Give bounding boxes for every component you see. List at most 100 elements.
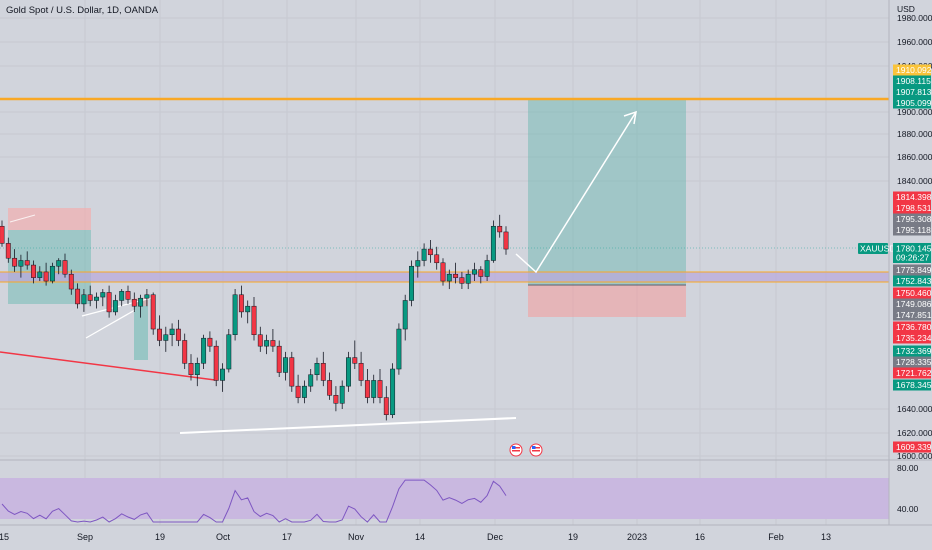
- candle: [62, 253, 68, 278]
- candle: [503, 226, 509, 255]
- price-tag: 1609.339: [893, 441, 932, 453]
- price-tag: 1795.308: [893, 213, 932, 225]
- candle: [56, 258, 62, 275]
- candle: [270, 329, 276, 352]
- time-axis-label: 2023: [627, 532, 647, 542]
- current-price-label: 1780.145: [896, 244, 932, 254]
- price-tag: 1795.118: [893, 224, 931, 236]
- rsi-tick-label: 80.00: [897, 463, 919, 473]
- candle: [157, 315, 162, 347]
- gridlines: [0, 0, 889, 525]
- candle: [301, 380, 307, 404]
- time-axis-label: Oct: [216, 532, 231, 542]
- candle: [194, 357, 200, 387]
- candle: [188, 354, 194, 381]
- candle: [169, 323, 175, 347]
- price-tick-label: 1840.000: [897, 176, 932, 186]
- candle: [333, 386, 339, 412]
- price-tag: 1814.398: [893, 191, 932, 203]
- candle: [415, 251, 421, 278]
- price-axis-currency: USD: [897, 4, 915, 14]
- candle: [207, 331, 213, 352]
- candlestick-series: [0, 214, 509, 421]
- flag-small-line[interactable]: [9, 214, 36, 223]
- price-tick-label: 1600.000: [897, 451, 932, 461]
- candle: [131, 292, 137, 312]
- position-box-small[interactable]: [134, 300, 148, 360]
- position-box-loss[interactable]: [8, 208, 91, 230]
- candle: [421, 243, 427, 267]
- price-tag-label: 1728.335: [896, 357, 932, 367]
- candle: [289, 351, 295, 392]
- candle: [100, 289, 106, 307]
- candle: [446, 269, 452, 290]
- time-axis-label: 16: [695, 532, 705, 542]
- candle: [119, 289, 125, 307]
- main-pane[interactable]: [0, 0, 889, 458]
- long-position-profit-zone[interactable]: [528, 100, 686, 285]
- candle: [125, 285, 131, 304]
- time-axis-label: 19: [155, 532, 165, 542]
- candle: [18, 254, 24, 278]
- candle: [138, 294, 144, 318]
- price-tag: 1798.531: [893, 202, 932, 214]
- price-tag: 1732.369: [893, 345, 932, 357]
- price-tick-label: 1960.000: [897, 37, 932, 47]
- candle: [220, 363, 225, 392]
- candle: [251, 297, 257, 341]
- time-axis-label: 17: [282, 532, 292, 542]
- flag-lower-line[interactable]: [85, 309, 136, 339]
- time-axis-label: 13: [821, 532, 831, 542]
- candle: [163, 326, 169, 352]
- candle: [478, 266, 484, 284]
- price-tick-label: 1620.000: [897, 428, 932, 438]
- candle: [327, 372, 333, 400]
- price-tag: 1910.092: [893, 64, 932, 76]
- candle: [201, 334, 207, 370]
- candle: [409, 260, 414, 307]
- price-tag-label: 1732.369: [896, 346, 932, 356]
- price-tag-label: 1905.099: [896, 98, 932, 108]
- long-position-stop-zone[interactable]: [528, 285, 686, 317]
- candle: [94, 292, 99, 309]
- candle: [320, 351, 326, 387]
- candle: [87, 285, 93, 307]
- price-tag-label: 1609.339: [896, 442, 932, 452]
- price-tick-label: 1640.000: [897, 404, 932, 414]
- projection-path[interactable]: [515, 111, 637, 274]
- price-tag: 1747.851: [893, 309, 932, 321]
- candle: [12, 249, 18, 272]
- candle: [81, 289, 87, 312]
- price-tag-label: 1752.843: [896, 276, 932, 286]
- candle: [308, 369, 314, 392]
- symbol-price-tag[interactable]: XAUUSD 1780.145 09:26:27: [858, 243, 932, 263]
- candle: [346, 351, 351, 392]
- candle: [295, 374, 301, 404]
- symbol-tag-label: XAUUSD: [860, 244, 895, 254]
- bar-countdown-label: 09:26:27: [896, 253, 929, 263]
- downtrend-line[interactable]: [0, 351, 216, 381]
- price-tag-label: 1907.813: [896, 87, 932, 97]
- candle: [0, 220, 5, 247]
- price-tick-label: 1980.000: [897, 13, 932, 23]
- candle: [144, 289, 150, 307]
- us-flag-event-icon[interactable]: [529, 443, 543, 457]
- candle: [364, 369, 370, 404]
- candle: [264, 334, 270, 355]
- price-tag-label: 1910.092: [896, 65, 932, 75]
- candle: [150, 292, 156, 335]
- support-trend-line[interactable]: [179, 417, 517, 434]
- price-tag: 1752.843: [893, 275, 932, 287]
- candle: [182, 333, 188, 370]
- candle: [459, 271, 465, 290]
- price-tag: 1907.813: [893, 86, 932, 98]
- price-tag-label: 1795.118: [896, 225, 931, 235]
- candle: [352, 340, 358, 370]
- us-flag-event-icon[interactable]: [509, 443, 523, 457]
- price-tag: 1908.115: [893, 75, 931, 87]
- candle: [5, 237, 11, 263]
- candle: [175, 319, 181, 347]
- time-axis-label: 15: [0, 532, 9, 542]
- price-tag-label: 1775.849: [896, 265, 932, 275]
